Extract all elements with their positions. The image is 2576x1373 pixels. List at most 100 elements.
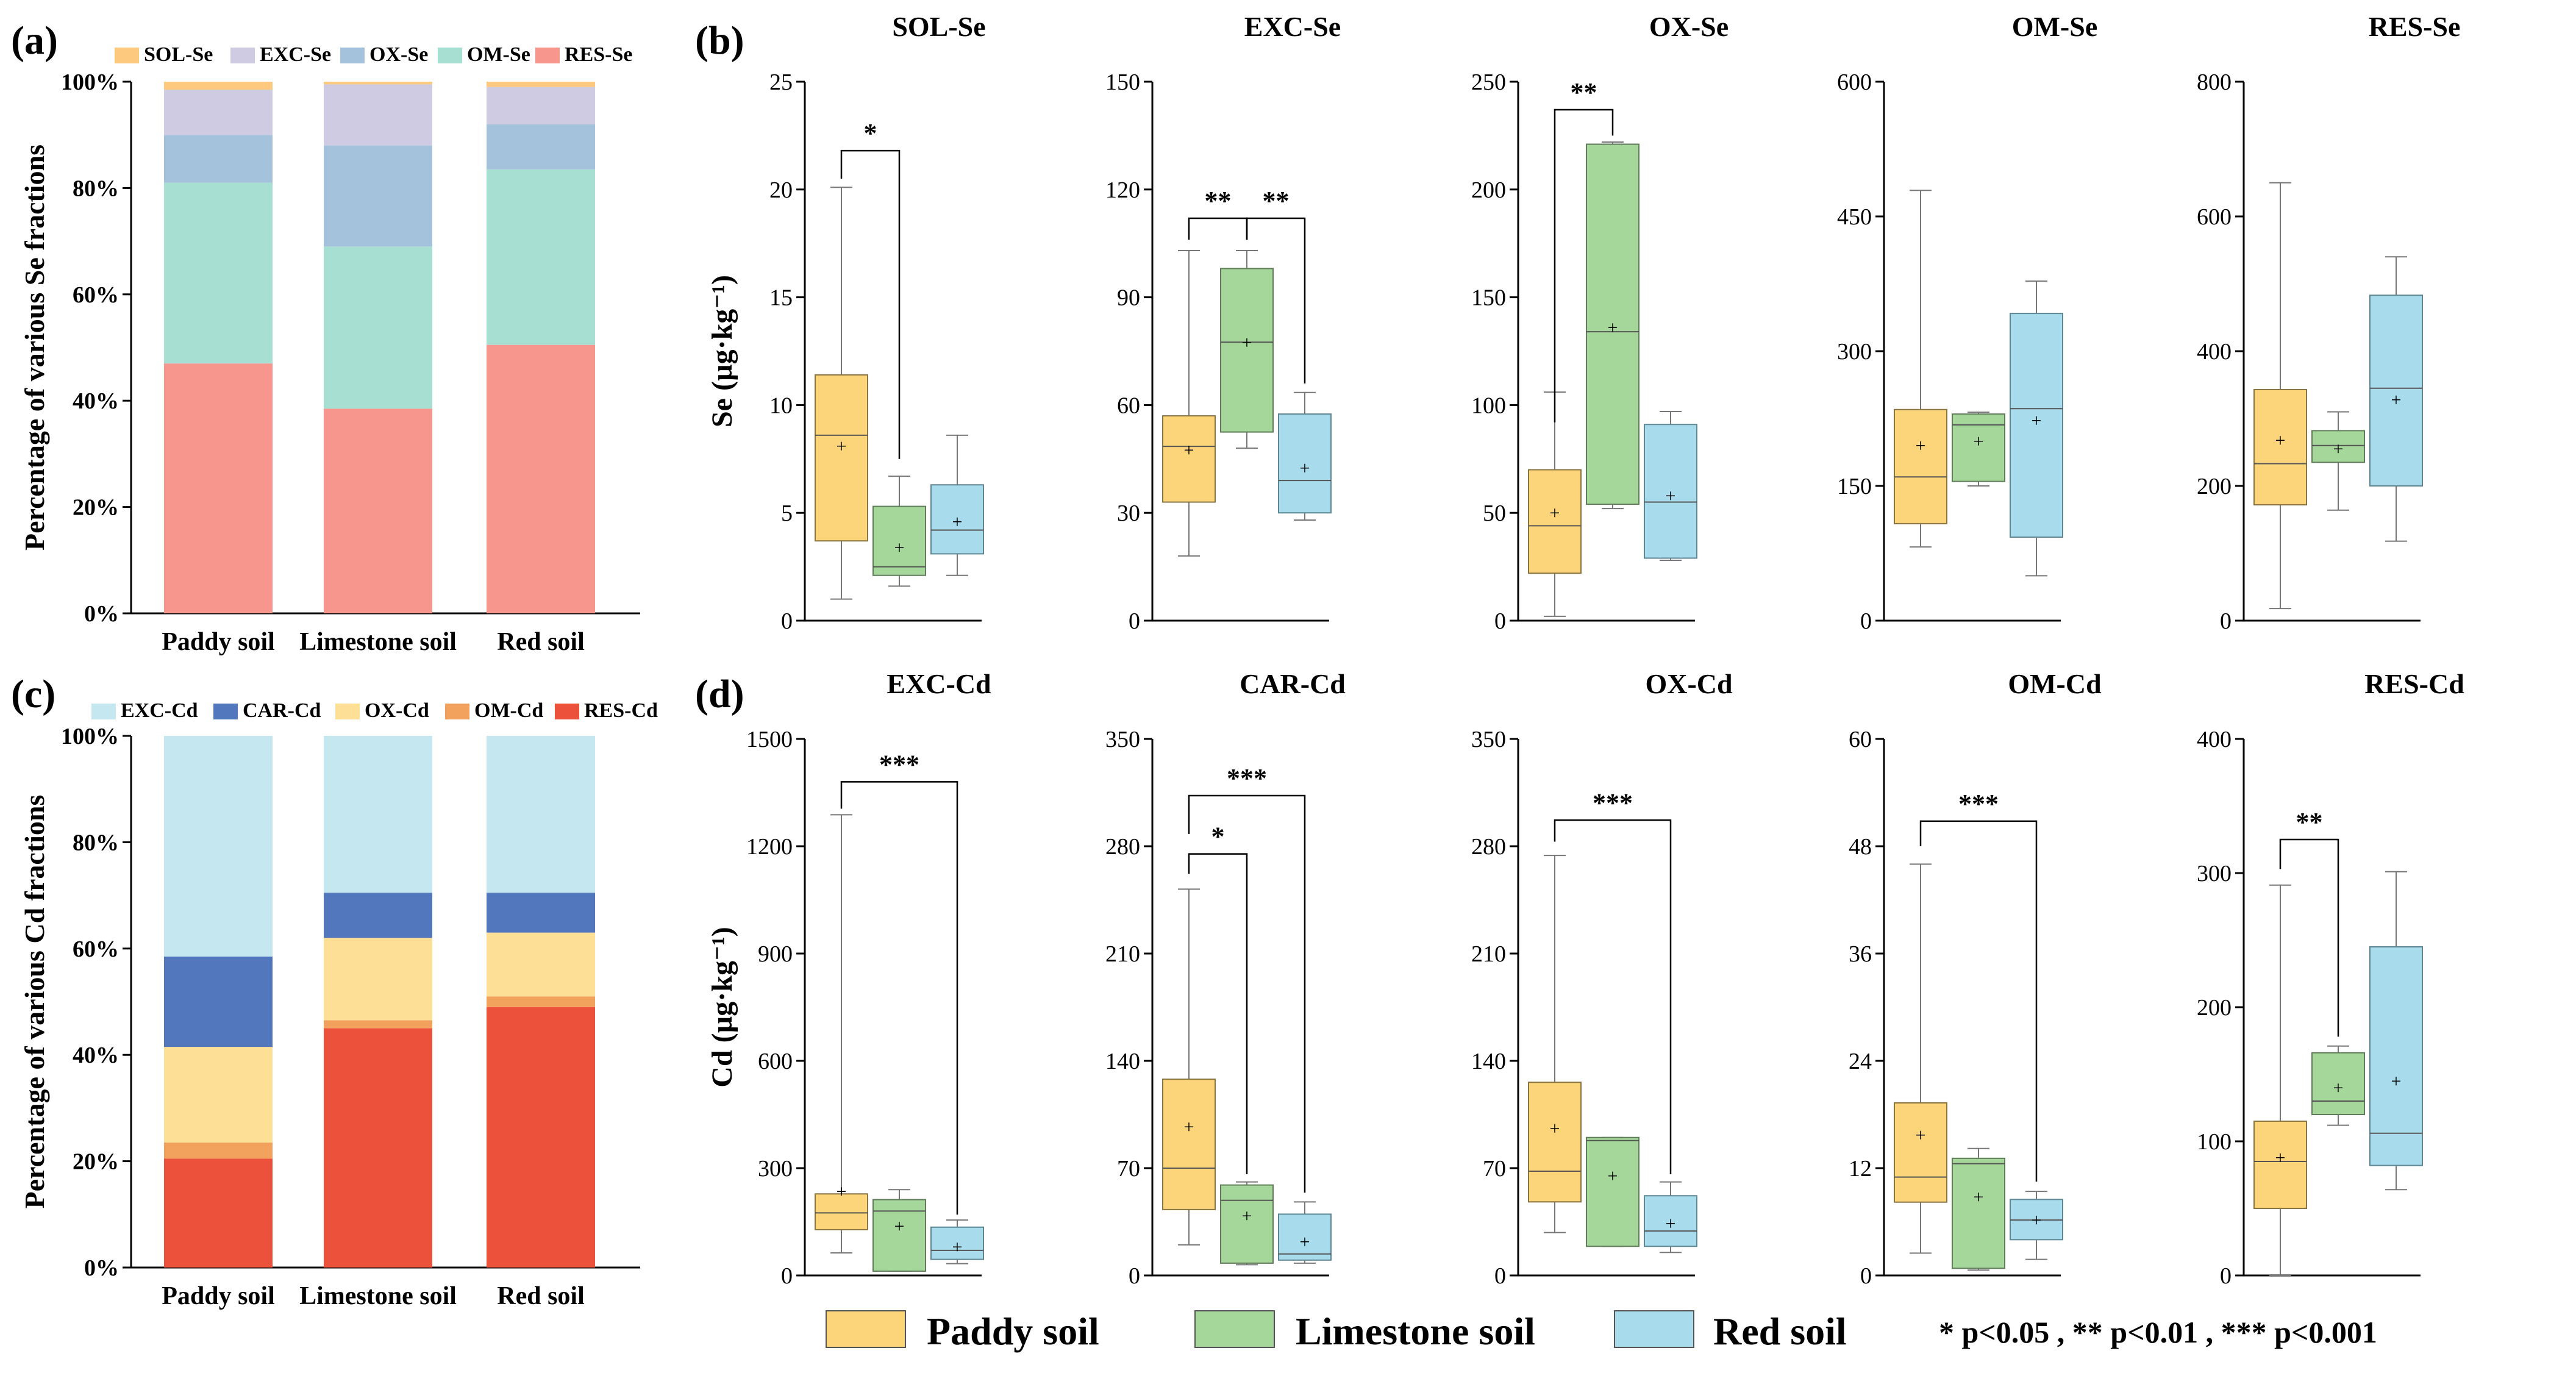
legend-label-om-se: OM-Se [467, 43, 530, 66]
legend-swatch-sol-se [115, 48, 139, 63]
y-tick-label: 100% [61, 724, 119, 749]
significance-mark: ** [1263, 186, 1290, 216]
chart-title: OM-Se [2012, 11, 2098, 42]
y-tick-label: 15 [769, 285, 793, 311]
bar-segment-ox-se [487, 124, 595, 169]
box-paddy-soil [2253, 388, 2307, 505]
mean-marker: + [1608, 318, 1618, 338]
mean-marker: + [952, 512, 963, 532]
significance-legend: * p<0.05 , ** p<0.01 , *** p<0.001 [1939, 1315, 2377, 1349]
box-limestone-soil [1952, 1157, 2005, 1269]
panel-label-a: (a) [11, 18, 58, 63]
significance-bracket [1554, 109, 1614, 423]
boxplot-om-cd: OM-Cd 0 12 24 36 48 60 + + + *** [1849, 668, 2102, 1289]
y-axis-title: Percentage of various Cd fractions [19, 795, 50, 1209]
bar-segment-exc-cd [324, 736, 432, 893]
bar-segment-exc-se [487, 87, 595, 124]
y-tick-label: 150 [1471, 285, 1506, 311]
panel-label-c: (c) [11, 672, 55, 716]
bar-segment-ox-cd [324, 938, 432, 1021]
boxplot-exc-se: EXC-Se 0 30 60 90 120 150 + + + ** ** [1105, 11, 1341, 634]
legend-swatch-res-cd [555, 704, 579, 719]
bar-segment-om-cd [487, 996, 595, 1007]
legend-label-om-cd: OM-Cd [474, 699, 543, 722]
y-axis-title: Cd (µg·kg⁻¹) [706, 927, 738, 1087]
bar-segment-om-cd [324, 1020, 432, 1029]
bar-segment-exc-se [324, 84, 432, 146]
bar-segment-res-cd [164, 1158, 273, 1268]
mean-marker: + [2391, 390, 2402, 410]
bar-segment-sol-se [487, 82, 595, 87]
y-tick-label: 200 [1471, 177, 1506, 203]
mean-marker: + [1666, 1214, 1676, 1234]
chart-title: OX-Se [1649, 11, 1729, 42]
y-tick-label: 0 [1494, 1263, 1506, 1289]
legend-label-exc-se: EXC-Se [260, 43, 331, 66]
boxplot-sol-se: SOL-Se 0 5 10 15 20 25 Se (µg·kg⁻¹) + + + * [706, 11, 986, 634]
legend-label-ox-se: OX-Se [369, 43, 428, 66]
box-limestone-soil [1586, 143, 1639, 505]
bar-segment-res-se [487, 344, 595, 613]
chart-panel-b: SOL-Se 0 5 10 15 20 25 Se (µg·kg⁻¹) + + + * EXC-Se 0 3… [706, 11, 2460, 634]
box-red-soil [2010, 313, 2063, 538]
chart-title: OM-Cd [2008, 668, 2102, 699]
mean-marker: + [1184, 1117, 1194, 1137]
y-tick-label: 210 [1471, 941, 1506, 967]
significance-mark: *** [1227, 763, 1267, 793]
y-axis-title: Se (µg·kg⁻¹) [706, 275, 738, 427]
bar-segment-ox-cd [164, 1047, 273, 1143]
bar-segment-car-cd [487, 893, 595, 933]
box-red-soil [1644, 424, 1697, 559]
bar-segment-res-cd [324, 1028, 432, 1268]
legend-label-limestone: Limestone soil [1296, 1310, 1535, 1353]
mean-marker: + [1550, 503, 1560, 523]
bar-segment-res-cd [487, 1007, 595, 1268]
mean-marker: + [1974, 431, 1984, 451]
y-tick-label: 600 [2197, 204, 2232, 230]
y-tick-label: 20% [73, 495, 119, 521]
panel-label-d: (d) [695, 672, 744, 716]
significance-bracket [840, 781, 958, 1215]
y-tick-label: 20 [769, 177, 793, 203]
chart-title: SOL-Se [892, 11, 985, 42]
boxplot-res-se: RES-Se 0 200 400 600 800 + + + [2197, 11, 2460, 634]
y-tick-label: 0 [2220, 1263, 2232, 1289]
significance-mark: *** [879, 749, 919, 779]
box-red-soil [930, 1226, 984, 1260]
mean-marker: + [837, 1182, 847, 1202]
y-tick-label: 250 [1471, 70, 1506, 95]
box-red-soil [2369, 946, 2423, 1166]
mean-marker: + [2333, 439, 2344, 459]
chart-title: CAR-Cd [1240, 668, 1346, 699]
mean-marker: + [2275, 430, 2286, 451]
y-tick-label: 600 [758, 1049, 793, 1074]
y-tick-label: 60% [73, 282, 119, 308]
significance-mark: ** [2296, 807, 2323, 837]
y-tick-label: 36 [1849, 941, 1872, 967]
y-tick-label: 30 [1117, 501, 1140, 526]
y-tick-label: 12 [1849, 1156, 1872, 1182]
y-tick-label: 100 [2197, 1129, 2232, 1155]
mean-marker: + [2391, 1071, 2402, 1091]
y-tick-label: 100 [1471, 393, 1506, 418]
box-paddy-soil [1894, 1102, 1947, 1203]
bar-segment-sol-se [164, 82, 273, 90]
box-limestone-soil [1220, 268, 1274, 433]
mean-marker: + [1184, 440, 1194, 460]
y-tick-label: 0 [2220, 608, 2232, 634]
bar-segment-exc-cd [487, 736, 595, 893]
legend-label-ox-cd: OX-Cd [365, 699, 429, 722]
mean-marker: + [1974, 1187, 1984, 1207]
significance-bracket [1188, 794, 1306, 1193]
y-tick-label: 60 [1849, 727, 1872, 752]
x-tick-label: Limestone soil [299, 628, 457, 656]
y-tick-label: 800 [2197, 70, 2232, 95]
legend-swatch-car-cd [213, 704, 238, 719]
significance-bracket [840, 149, 901, 459]
legend-label-car-cd: CAR-Cd [243, 699, 321, 722]
y-tick-label: 300 [758, 1156, 793, 1182]
y-tick-label: 120 [1105, 177, 1140, 203]
y-tick-label: 280 [1105, 834, 1140, 860]
mean-marker: + [2333, 1078, 2344, 1098]
